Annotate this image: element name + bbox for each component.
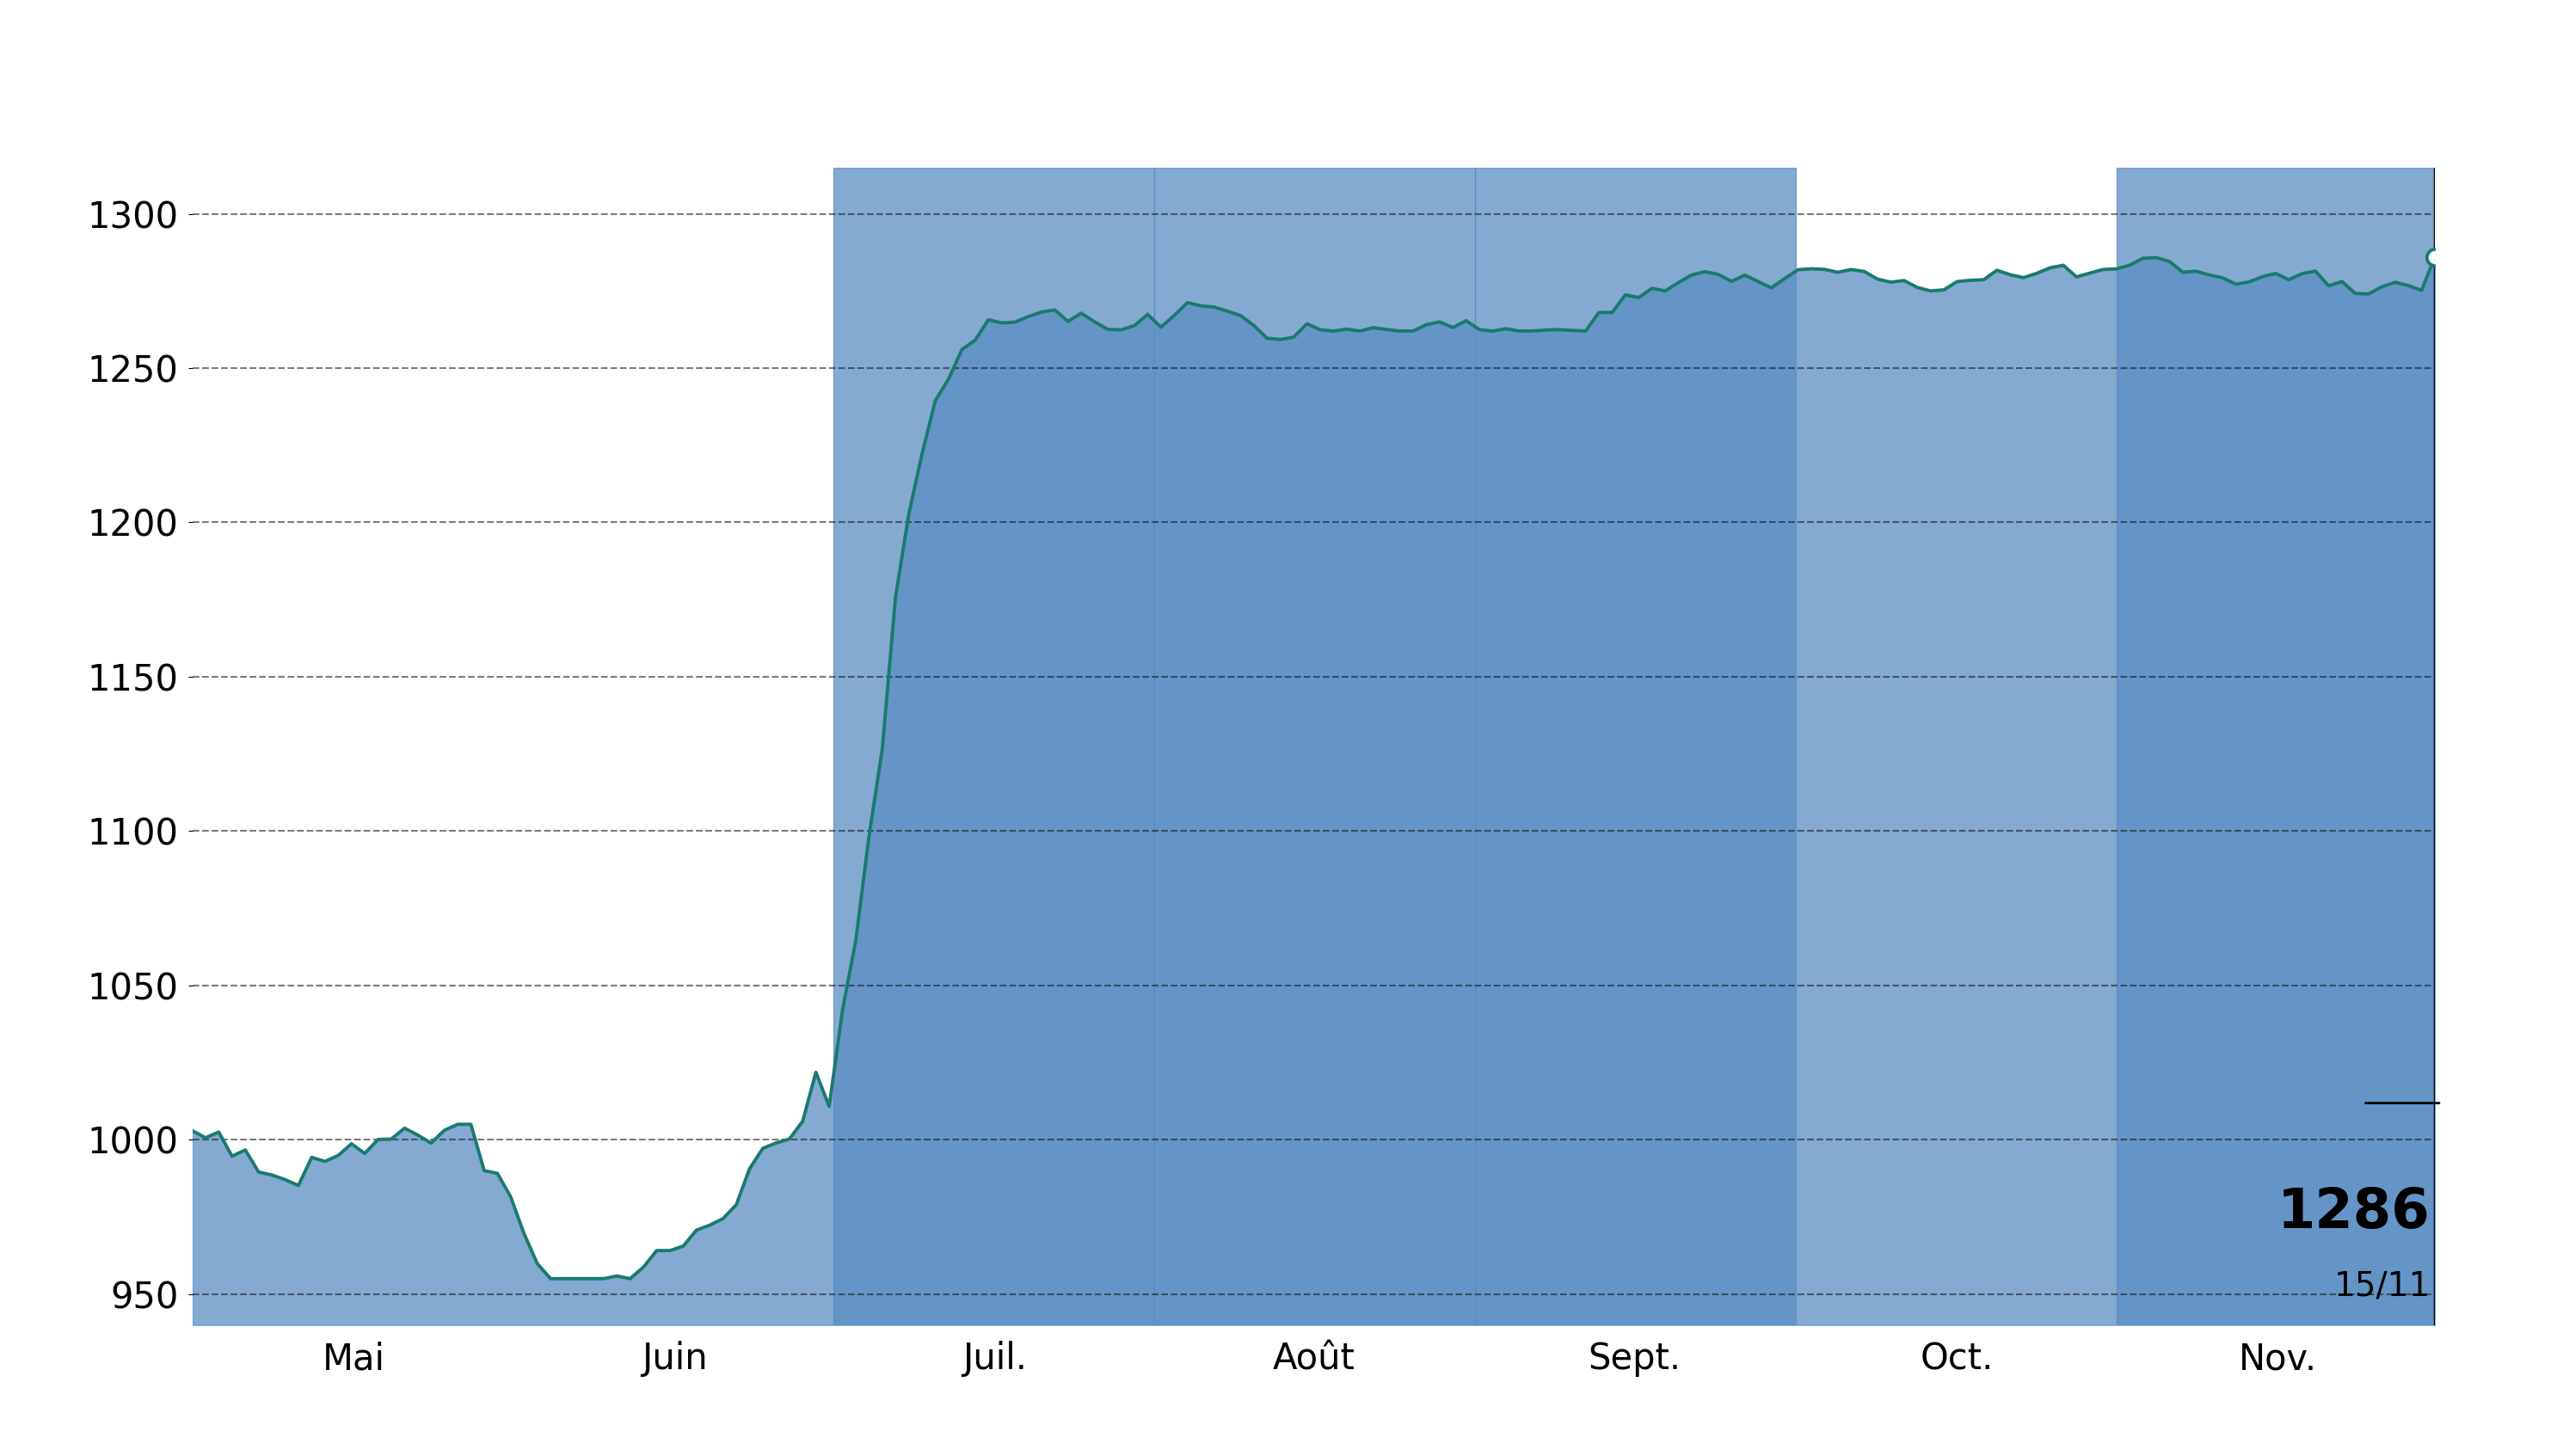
Bar bbox=[1153, 167, 1476, 1325]
Bar bbox=[1474, 167, 1797, 1325]
Text: 15/11: 15/11 bbox=[2335, 1270, 2430, 1302]
Bar bbox=[833, 167, 1153, 1325]
Text: Britvic PLC: Britvic PLC bbox=[1069, 35, 1494, 103]
Bar bbox=[2117, 167, 2435, 1325]
Text: 1286: 1286 bbox=[2279, 1187, 2430, 1239]
